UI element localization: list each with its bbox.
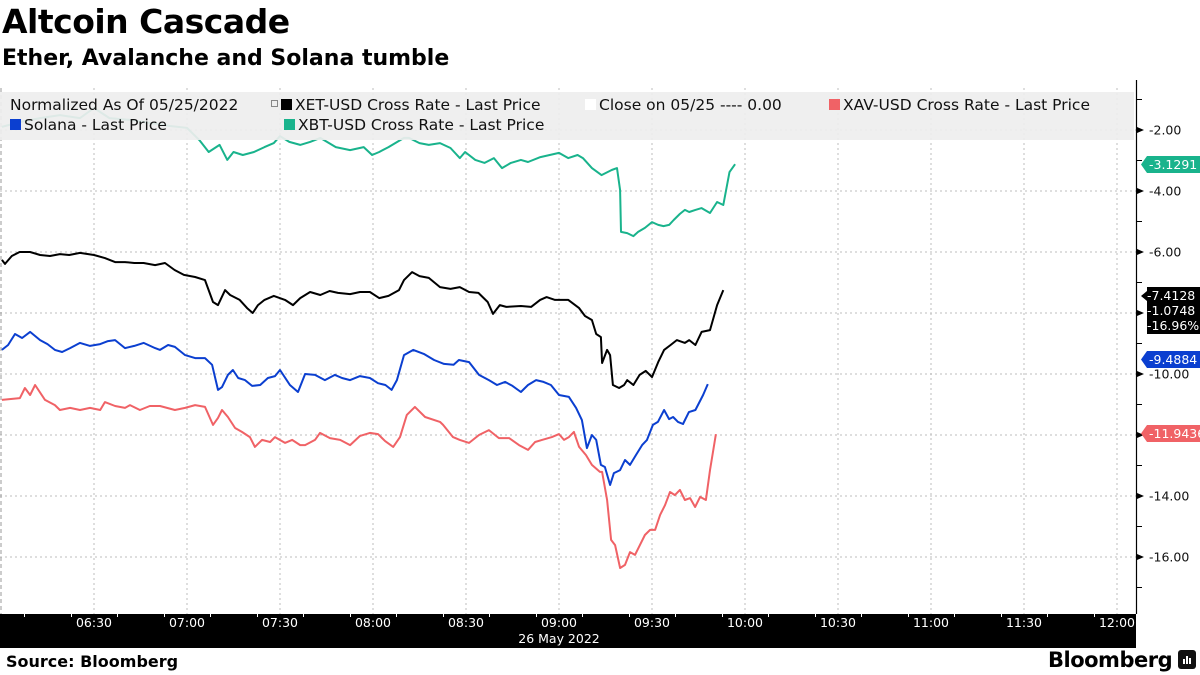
source-label: Source: Bloomberg bbox=[6, 652, 179, 671]
x-minor-tick bbox=[628, 614, 630, 617]
x-minor-tick bbox=[256, 614, 258, 617]
last-value-tag-xav: -11.9436 bbox=[1141, 425, 1200, 442]
y-axis-line bbox=[1135, 80, 1144, 614]
x-minor-tick bbox=[303, 614, 305, 617]
x-minor-tick bbox=[768, 614, 770, 617]
x-tick-label: 12:00 bbox=[1098, 615, 1136, 630]
x-tick-label: 07:30 bbox=[261, 615, 299, 630]
brand-logo: Bloomberg bbox=[1048, 648, 1173, 672]
xet-change-pct: -16.96% bbox=[1147, 318, 1200, 333]
x-minor-tick bbox=[117, 614, 119, 617]
x-minor-tick bbox=[535, 614, 537, 617]
x-minor-tick bbox=[861, 614, 863, 617]
x-tick-label: 06:30 bbox=[75, 615, 113, 630]
gridlines bbox=[0, 88, 1136, 614]
collapse-icon bbox=[271, 100, 278, 107]
x-tick-label: 08:30 bbox=[447, 615, 485, 630]
x-minor-tick bbox=[721, 614, 723, 617]
xet-change-value: -1.0748 bbox=[1147, 303, 1196, 318]
swatch-xbt-icon bbox=[284, 119, 295, 130]
x-minor-tick bbox=[675, 614, 677, 617]
x-minor-tick bbox=[349, 614, 351, 617]
x-tick-label: 10:00 bbox=[726, 615, 764, 630]
series-lines bbox=[1, 107, 736, 569]
chart-title: Altcoin Cascade bbox=[2, 2, 290, 41]
x-minor-tick bbox=[907, 614, 909, 617]
x-minor-tick bbox=[442, 614, 444, 617]
y-tick-label: -14.00 bbox=[1149, 488, 1190, 504]
x-tick-label: 10:30 bbox=[819, 615, 857, 630]
legend-item-xet[interactable]: XET-USD Cross Rate - Last Price bbox=[271, 95, 541, 115]
swatch-xav-icon bbox=[829, 99, 840, 110]
y-tick-label: -16.00 bbox=[1149, 549, 1190, 565]
x-tick-label: 07:00 bbox=[168, 615, 206, 630]
x-minor-tick bbox=[954, 614, 956, 617]
legend: Normalized As Of 05/25/2022 XET-USD Cros… bbox=[0, 92, 1134, 140]
legend-normalized-label: Normalized As Of 05/25/2022 bbox=[10, 96, 239, 114]
y-tick-label: -4.00 bbox=[1149, 183, 1182, 199]
last-value-tag-xbt: -3.1291 bbox=[1141, 156, 1200, 173]
x-minor-tick bbox=[24, 614, 26, 617]
x-minor-tick bbox=[1093, 614, 1095, 617]
last-value-tag-xet: -7.4128 -1.0748 -16.96% bbox=[1141, 287, 1200, 334]
x-minor-tick bbox=[70, 614, 72, 617]
x-minor-tick bbox=[396, 614, 398, 617]
x-tick-label: 08:00 bbox=[354, 615, 392, 630]
swatch-close-icon bbox=[585, 99, 596, 110]
x-minor-tick bbox=[210, 614, 212, 617]
chart-subtitle: Ether, Avalanche and Solana tumble bbox=[2, 46, 450, 71]
x-minor-tick bbox=[1047, 614, 1049, 617]
xet-last-value: -7.4128 bbox=[1147, 288, 1196, 303]
x-tick-label: 09:00 bbox=[540, 615, 578, 630]
x-tick-label: 11:30 bbox=[1005, 615, 1043, 630]
swatch-solana-icon bbox=[10, 119, 21, 130]
x-minor-tick bbox=[163, 614, 165, 617]
x-minor-tick bbox=[1000, 614, 1002, 617]
legend-item-xbt[interactable]: XBT-USD Cross Rate - Last Price bbox=[284, 115, 544, 135]
legend-item-xav[interactable]: XAV-USD Cross Rate - Last Price bbox=[829, 95, 1090, 115]
x-minor-tick bbox=[814, 614, 816, 617]
x-tick-label: 11:00 bbox=[912, 615, 950, 630]
x-minor-tick bbox=[582, 614, 584, 617]
legend-item-solana[interactable]: Solana - Last Price bbox=[10, 115, 167, 135]
y-tick-label: -6.00 bbox=[1149, 244, 1182, 260]
legend-item-close[interactable]: Close on 05/25 ---- 0.00 bbox=[585, 95, 782, 115]
last-value-tag-solana: -9.4884 bbox=[1141, 351, 1200, 368]
y-tick-label: -10.00 bbox=[1149, 366, 1190, 382]
bloomberg-chart-icon bbox=[1178, 650, 1196, 669]
swatch-xet-icon bbox=[281, 99, 292, 110]
x-axis-date-label: 26 May 2022 bbox=[518, 631, 600, 646]
x-minor-tick bbox=[489, 614, 491, 617]
x-axis-band bbox=[0, 614, 1136, 648]
x-tick-label: 09:30 bbox=[633, 615, 671, 630]
y-tick-label: -2.00 bbox=[1149, 122, 1182, 138]
